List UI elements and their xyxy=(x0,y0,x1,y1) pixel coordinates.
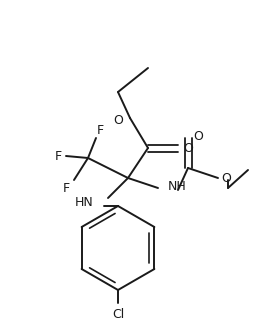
Text: O: O xyxy=(193,130,203,142)
Text: O: O xyxy=(183,141,193,155)
Text: F: F xyxy=(96,123,104,137)
Text: O: O xyxy=(221,171,231,185)
Text: NH: NH xyxy=(168,180,187,192)
Text: F: F xyxy=(62,182,70,194)
Text: HN: HN xyxy=(75,195,94,209)
Text: F: F xyxy=(55,149,62,163)
Text: Cl: Cl xyxy=(112,308,124,320)
Text: O: O xyxy=(113,114,123,126)
